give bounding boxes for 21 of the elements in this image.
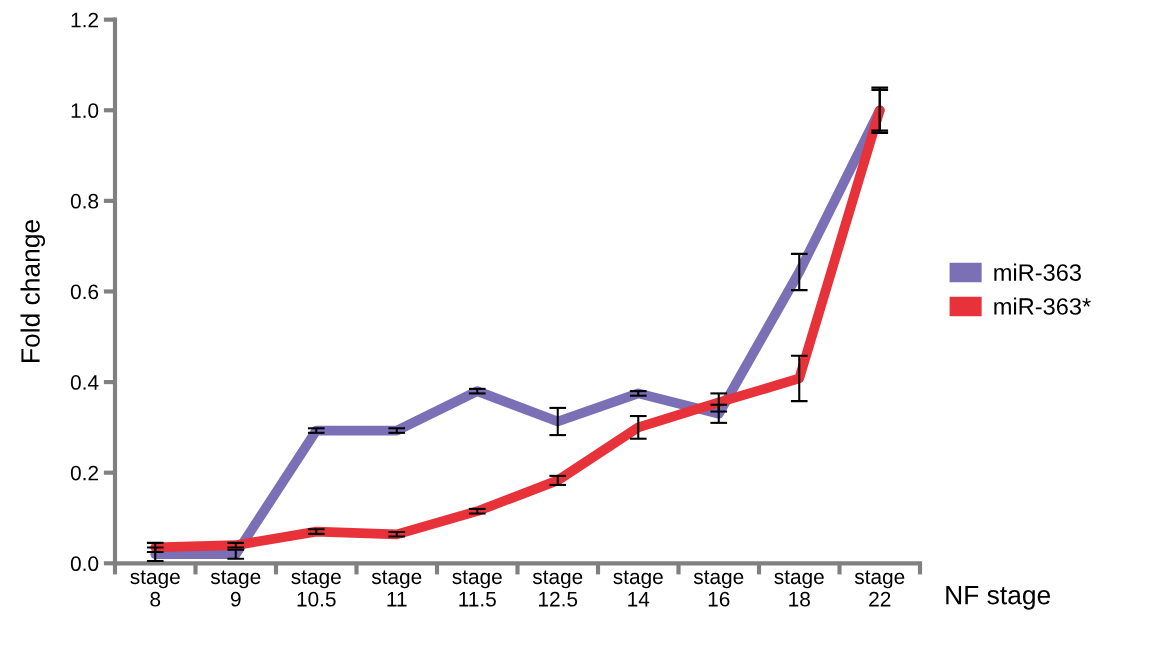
y-tick-label: 0.8 bbox=[70, 193, 99, 209]
x-tick-label: stage 11.5 bbox=[452, 570, 502, 607]
x-tick-label: stage 11 bbox=[371, 570, 422, 607]
x-tick-label: stage 18 bbox=[774, 570, 824, 607]
x-tick-label: stage 16 bbox=[693, 570, 744, 607]
y-tick-label: 0.0 bbox=[70, 556, 99, 572]
x-tick-label: stage 9 bbox=[210, 570, 261, 607]
y-axis-title: Fold change bbox=[20, 220, 46, 362]
y-tick-label: 0.6 bbox=[70, 284, 99, 300]
x-axis-title: NF stage bbox=[946, 586, 1051, 610]
x-tick-label: stage 22 bbox=[854, 570, 905, 607]
x-tick-label: stage 12.5 bbox=[532, 570, 583, 607]
y-tick-label: 1.0 bbox=[71, 103, 99, 119]
y-tick-label: 1.2 bbox=[71, 12, 98, 28]
x-tick-label: stage 8 bbox=[130, 570, 180, 607]
x-tick-label: stage 10.5 bbox=[291, 570, 341, 607]
legend-label: miR-363 bbox=[994, 263, 1081, 281]
legend-label: miR-363* bbox=[994, 297, 1091, 315]
x-tick-label: stage 14 bbox=[613, 570, 663, 607]
y-tick-label: 0.4 bbox=[70, 375, 99, 390]
y-tick-label: 0.2 bbox=[70, 465, 98, 481]
